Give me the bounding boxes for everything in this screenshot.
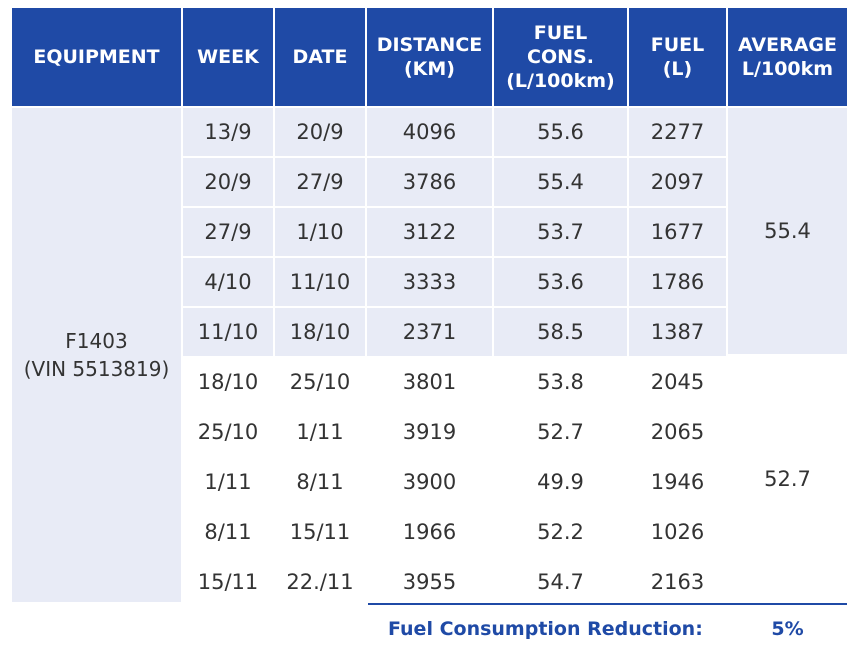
cell-date: 1/10	[275, 208, 365, 256]
footer-rule	[368, 603, 847, 605]
cell-date: 27/9	[275, 158, 365, 206]
cell-distance: 3801	[402, 370, 457, 394]
cell-distance: 3122	[367, 208, 492, 256]
footer-value: 5%	[771, 618, 804, 640]
cell-week: 20/9	[183, 158, 273, 206]
cell-week: 25/10	[197, 420, 259, 444]
cell-fuel-cons: 53.7	[494, 208, 627, 256]
cell-fuel: 2065	[650, 420, 705, 444]
average-value-1: 55.4	[764, 219, 811, 243]
header-fuel-cons-label: FUEL CONS. (L/100km)	[506, 22, 615, 92]
header-week-label: WEEK	[197, 46, 259, 68]
cell-date: 20/9	[275, 108, 365, 156]
cell-distance: 1966	[402, 520, 457, 544]
cell-distance: 2371	[367, 308, 492, 356]
cell-date: 11/10	[275, 258, 365, 306]
average-cell-1: 55.4	[728, 108, 847, 354]
cell-week: 15/11	[197, 570, 259, 594]
header-date-label: DATE	[292, 46, 348, 68]
cell-fuel-cons: 54.7	[537, 570, 584, 594]
cell-fuel-cons: 55.6	[494, 108, 627, 156]
cell-date: 1/11	[296, 420, 344, 444]
average-value-2: 52.7	[764, 467, 811, 491]
header-week: WEEK	[183, 8, 273, 106]
header-average-label: AVERAGE L/100km	[737, 34, 837, 80]
header-average: AVERAGE L/100km	[728, 8, 847, 106]
cell-fuel-cons: 49.9	[537, 470, 584, 494]
cell-week: 27/9	[183, 208, 273, 256]
header-distance: DISTANCE (KM)	[367, 8, 492, 106]
header-date: DATE	[275, 8, 365, 106]
cell-distance: 3955	[402, 570, 457, 594]
cell-fuel: 2045	[650, 370, 705, 394]
header-distance-label: DISTANCE (KM)	[376, 34, 483, 80]
cell-distance: 4096	[367, 108, 492, 156]
cell-fuel-cons: 52.2	[537, 520, 584, 544]
cell-date: 22./11	[286, 570, 354, 594]
cell-fuel-cons: 58.5	[494, 308, 627, 356]
cell-date: 18/10	[275, 308, 365, 356]
cell-week: 1/11	[204, 470, 252, 494]
cell-distance: 3786	[367, 158, 492, 206]
average-cell-2: 52.7	[728, 356, 847, 602]
equipment-cell: F1403 (VIN 5513819)	[12, 108, 181, 602]
cell-week: 18/10	[197, 370, 259, 394]
cell-fuel: 1786	[629, 258, 726, 306]
cell-week: 4/10	[183, 258, 273, 306]
cell-fuel: 2163	[650, 570, 705, 594]
cell-date: 8/11	[296, 470, 344, 494]
cell-fuel-cons: 53.8	[537, 370, 584, 394]
cell-fuel-cons: 53.6	[494, 258, 627, 306]
footer-label: Fuel Consumption Reduction:	[388, 618, 703, 640]
cell-distance: 3919	[402, 420, 457, 444]
header-equipment: EQUIPMENT	[12, 8, 181, 106]
header-fuel-label: FUEL (L)	[650, 34, 705, 80]
cell-fuel: 1387	[629, 308, 726, 356]
header-equipment-label: EQUIPMENT	[33, 46, 160, 68]
cell-fuel: 1946	[650, 470, 705, 494]
cell-fuel-cons: 55.4	[494, 158, 627, 206]
cell-fuel: 2097	[629, 158, 726, 206]
header-fuel: FUEL (L)	[629, 8, 726, 106]
cell-week: 13/9	[183, 108, 273, 156]
cell-week: 8/11	[204, 520, 252, 544]
cell-date: 25/10	[289, 370, 351, 394]
cell-date: 15/11	[289, 520, 351, 544]
cell-fuel: 2277	[629, 108, 726, 156]
cell-fuel: 1677	[629, 208, 726, 256]
cell-fuel-cons: 52.7	[537, 420, 584, 444]
cell-week: 11/10	[183, 308, 273, 356]
equipment-label: F1403 (VIN 5513819)	[23, 329, 170, 381]
header-fuel-cons: FUEL CONS. (L/100km)	[494, 8, 627, 106]
cell-distance: 3333	[367, 258, 492, 306]
cell-distance: 3900	[402, 470, 457, 494]
cell-fuel: 1026	[650, 520, 705, 544]
